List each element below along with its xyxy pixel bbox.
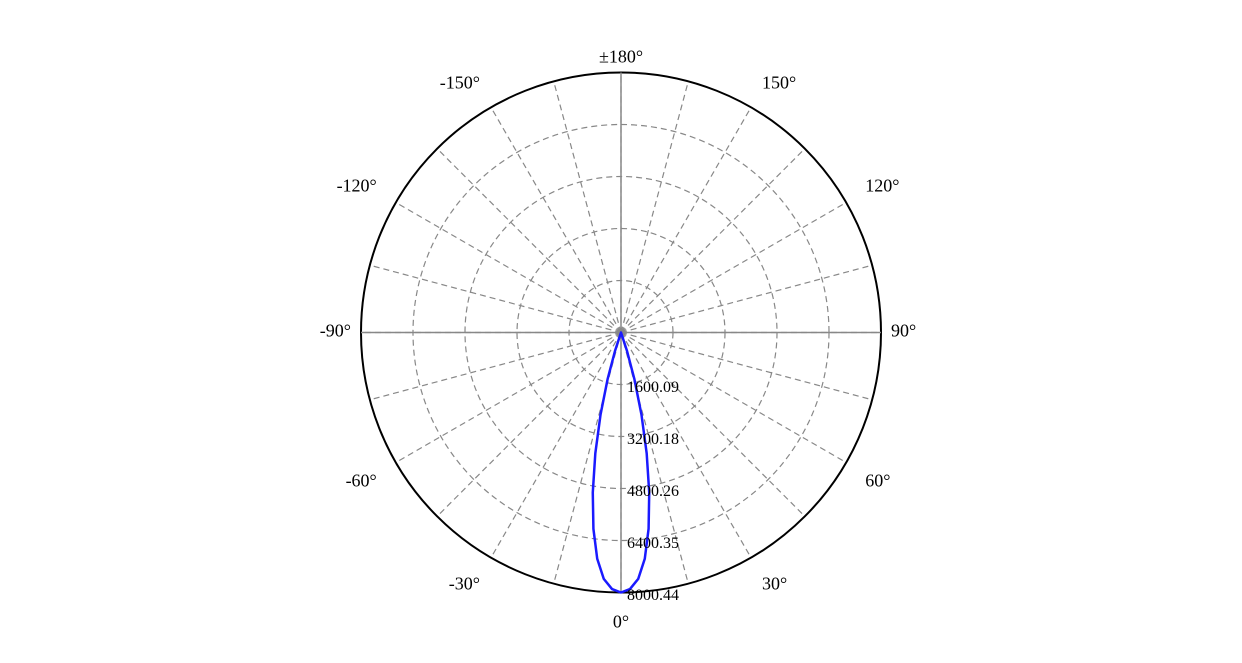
angle-label--30: -30° (449, 573, 480, 593)
angle-label--150: -150° (440, 72, 480, 92)
angle-label-120: 120° (865, 175, 899, 195)
angle-label--120: -120° (337, 175, 377, 195)
polar-chart: 0° 30° 60° 90° 120° 150° ±180° -150° -120° -90° -6… (0, 0, 1242, 663)
angle-label-150: 150° (762, 72, 796, 92)
angle-label-0: 0° (613, 611, 629, 631)
polar-svg: 0° 30° 60° 90° 120° 150° ±180° -150° -120° -90° -6… (0, 0, 1242, 663)
radial-label-1: 3200.18 (627, 431, 679, 448)
angle-label-30: 30° (762, 573, 787, 593)
radial-label-4: 8000.44 (627, 587, 679, 604)
angle-label-180: ±180° (599, 46, 643, 66)
angle-label--90: -90° (320, 320, 351, 340)
angle-label-60: 60° (865, 470, 890, 490)
radial-label-0: 1600.09 (627, 379, 679, 396)
angle-label-90: 90° (891, 320, 916, 340)
radial-label-2: 4800.26 (627, 483, 679, 500)
angle-label--60: -60° (346, 470, 377, 490)
radial-label-3: 6400.35 (627, 535, 679, 552)
